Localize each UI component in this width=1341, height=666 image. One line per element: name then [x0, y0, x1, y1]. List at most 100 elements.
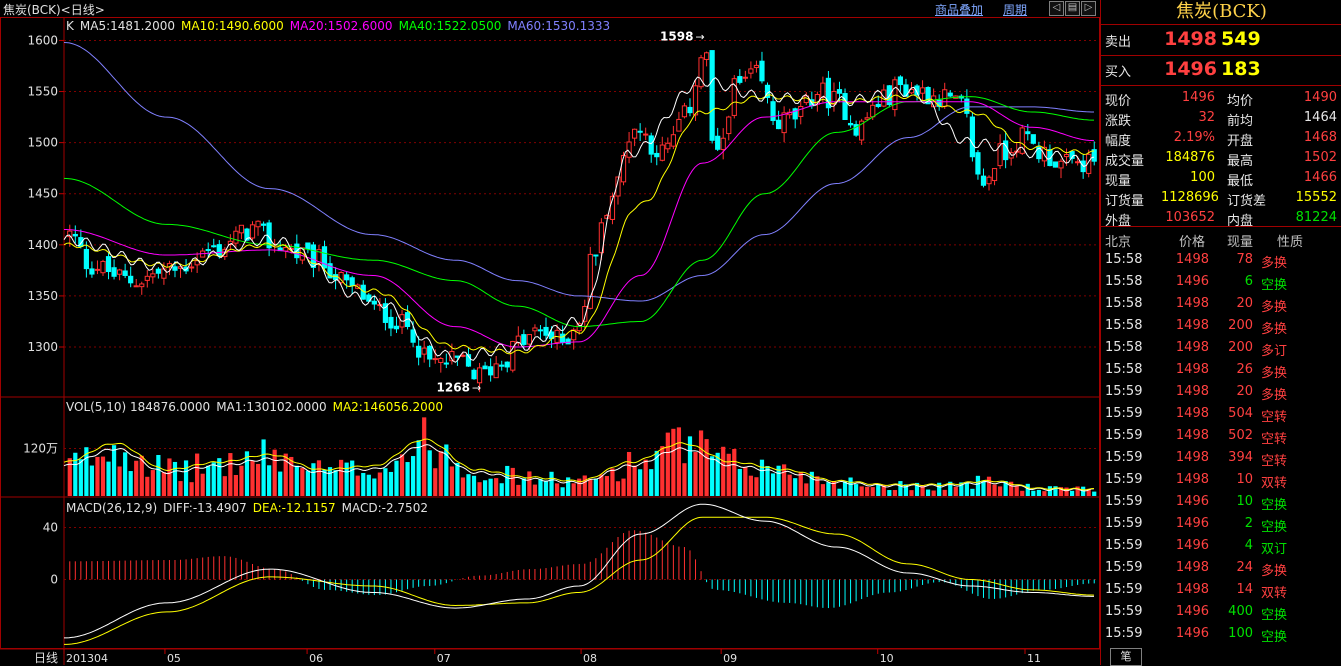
overlay-menu-link[interactable]: 商品叠加	[935, 3, 984, 17]
volume-bar	[743, 466, 748, 496]
volume-legend-item: VOL(5,10) 184876.0000	[66, 400, 210, 414]
volume-bar	[566, 477, 571, 496]
trade-price: 1498	[1175, 362, 1209, 377]
arrow-icon: →	[472, 382, 481, 395]
volume-bar	[759, 459, 765, 496]
trade-time: 15:58	[1105, 274, 1143, 289]
volume-bar	[737, 469, 742, 496]
volume-bar	[1086, 488, 1091, 496]
candle-body	[371, 300, 377, 305]
candle-body	[1025, 131, 1031, 135]
candle-body	[471, 369, 477, 380]
trade-price: 1498	[1175, 582, 1209, 597]
volume-bar	[361, 472, 366, 496]
stat-label: 内盘	[1227, 214, 1254, 229]
stat-value: 1466	[1303, 170, 1337, 185]
arrow-icon: →	[695, 30, 704, 43]
price-legend-item: MA40:1522.0500	[399, 19, 502, 33]
candle-body	[587, 253, 593, 309]
volume-bar	[372, 478, 377, 496]
candle-body	[476, 367, 483, 384]
period-menu-link[interactable]: 周期	[1003, 3, 1028, 17]
candle-body	[416, 345, 422, 358]
date-tick-label: 10	[880, 652, 894, 665]
trade-price: 1498	[1175, 472, 1209, 487]
candle-body	[991, 168, 998, 182]
volume-bar	[887, 490, 892, 496]
candle-body	[94, 268, 101, 271]
trade-time: 15:59	[1105, 450, 1143, 465]
trade-type: 多换	[1261, 322, 1288, 337]
candle-body	[465, 354, 472, 367]
candle-body	[260, 223, 267, 226]
stat-label: 现价	[1105, 94, 1132, 109]
candle-body	[1063, 153, 1070, 158]
volume-bar	[410, 456, 416, 496]
trade-type: 双转	[1261, 586, 1288, 601]
volume-bar	[693, 452, 698, 496]
sell-qty: 549	[1221, 28, 1261, 50]
trade-header-qty: 现量	[1227, 235, 1254, 250]
trade-price: 1498	[1175, 340, 1209, 355]
candle-body	[676, 118, 682, 132]
volume-bar	[782, 464, 787, 496]
date-tick-label: 08	[583, 652, 597, 665]
volume-bar	[477, 482, 482, 496]
volume-bar	[793, 478, 798, 496]
zoom-icon[interactable]: ▤	[1065, 1, 1080, 16]
volume-bar	[117, 466, 122, 496]
candle-body	[781, 112, 787, 134]
volume-bar	[1064, 487, 1069, 496]
candle-body	[438, 357, 444, 363]
volume-bar	[516, 484, 521, 496]
stat-value: 1128696	[1161, 190, 1219, 205]
trade-time: 15:58	[1105, 318, 1143, 333]
stat-label: 现量	[1105, 174, 1132, 189]
trade-type: 空换	[1261, 278, 1288, 293]
volume-bar	[427, 450, 432, 496]
trade-qty: 4	[1244, 538, 1253, 553]
candle-body	[526, 334, 532, 345]
volume-bar	[914, 482, 920, 496]
volume-bar	[84, 447, 89, 496]
candle-body	[919, 87, 926, 94]
candle-body	[460, 354, 466, 357]
trade-type: 空换	[1261, 630, 1288, 645]
candle-body	[327, 263, 333, 279]
volume-bar	[255, 463, 261, 496]
volume-bar	[521, 478, 526, 496]
trade-price: 1498	[1175, 560, 1209, 575]
volume-bar	[239, 465, 244, 496]
volume-bar	[804, 483, 809, 496]
ma40-line	[63, 96, 1094, 328]
trade-header-type: 性质	[1277, 235, 1304, 250]
tick-mode-button[interactable]: 笔	[1110, 648, 1142, 666]
volume-bar	[599, 474, 604, 496]
volume-bar	[383, 468, 388, 496]
candle-body	[349, 277, 355, 286]
volume-bar	[272, 449, 277, 496]
candle-body	[759, 60, 765, 82]
volume-bar	[892, 490, 897, 496]
volume-bar	[532, 484, 538, 496]
volume-bar	[865, 486, 870, 496]
volume-bar	[582, 475, 587, 496]
trade-qty: 100	[1228, 626, 1253, 641]
scroll-right-icon[interactable]: ▷	[1081, 1, 1096, 16]
candle-body	[720, 137, 726, 150]
volume-bar	[848, 477, 853, 496]
candle-body	[670, 134, 676, 147]
scroll-left-icon[interactable]: ◁	[1049, 1, 1064, 16]
candle-body	[775, 119, 782, 130]
volume-bar	[422, 417, 427, 496]
price-tick-label: 1450	[27, 187, 58, 201]
chart-area[interactable]: 1300 1350 1400 1450 1500 1550 1600 120万 0 40 K MA5:…	[0, 17, 1100, 665]
volume-bar	[183, 460, 189, 496]
volume-bar	[704, 439, 709, 496]
trade-type: 空转	[1261, 410, 1288, 425]
candle-body	[194, 260, 200, 266]
volume-bar	[842, 481, 848, 496]
candle-body	[543, 326, 549, 336]
trade-time: 15:58	[1105, 296, 1143, 311]
trade-qty: 2	[1244, 516, 1253, 531]
